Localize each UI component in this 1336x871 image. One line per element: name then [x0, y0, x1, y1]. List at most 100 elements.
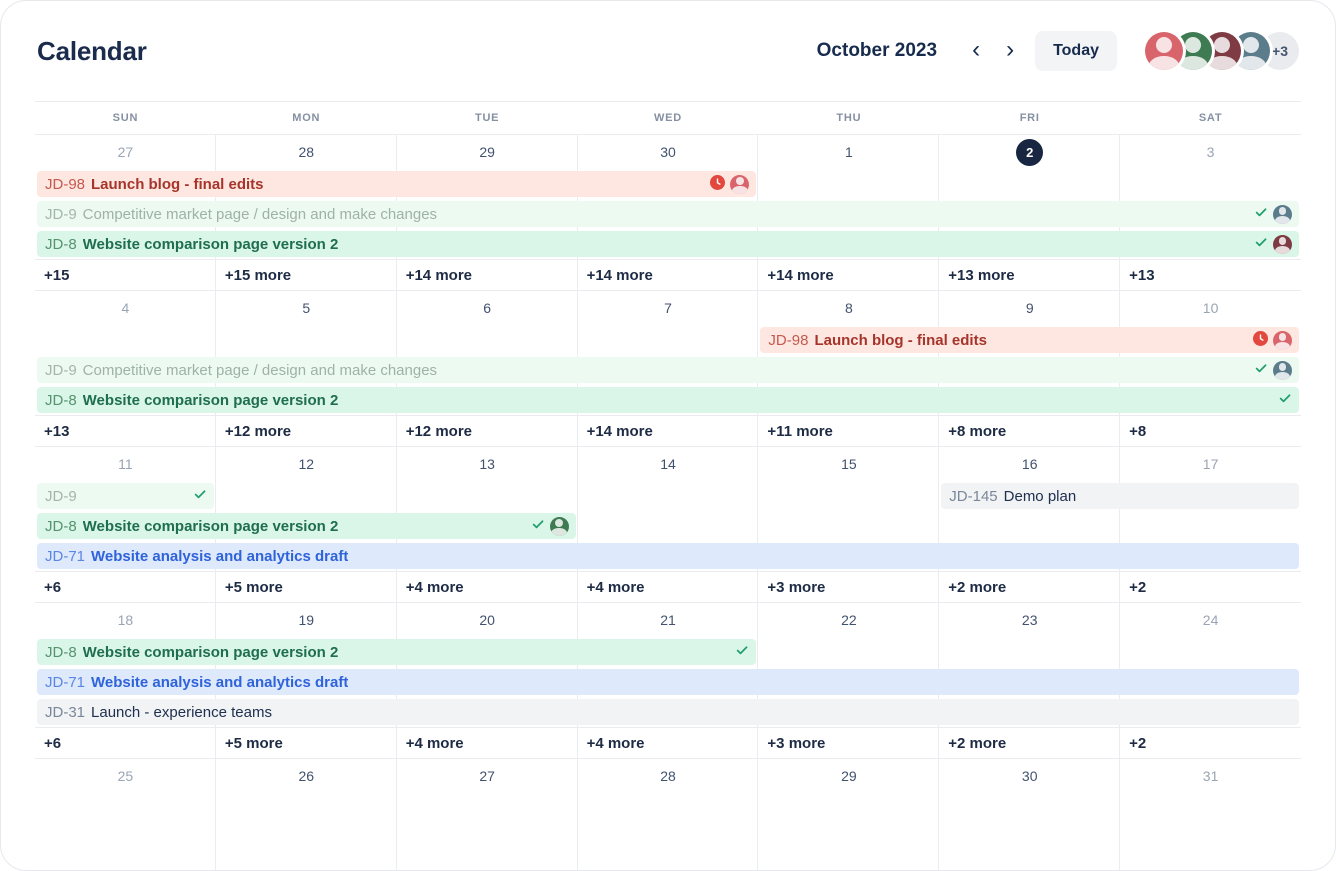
more-events-link[interactable]: +8 more	[948, 422, 1007, 440]
date-cell[interactable]: 6	[483, 300, 492, 316]
more-events-link[interactable]: +12 more	[224, 422, 292, 440]
date-cell[interactable]: 31	[1202, 768, 1219, 784]
more-events-link[interactable]: +14 more	[586, 422, 653, 440]
date-cell[interactable]: 5	[302, 300, 311, 316]
date-cell[interactable]: 26	[298, 768, 315, 784]
date-cell[interactable]: 29	[479, 144, 495, 160]
more-events-link[interactable]: +4 more	[405, 734, 464, 752]
more-events-link[interactable]: +5 more	[224, 734, 283, 752]
next-month-button[interactable]: ›	[993, 34, 1027, 68]
more-events-link[interactable]: +13	[1129, 266, 1155, 284]
more-events-link[interactable]: +4 more	[586, 578, 645, 596]
date-cell[interactable]: 24	[1202, 612, 1219, 628]
dow-label-sun: SUN	[112, 112, 139, 124]
date-cell[interactable]: 4	[121, 300, 130, 316]
prev-month-button[interactable]: ‹	[959, 34, 993, 68]
date-cell[interactable]: 13	[479, 456, 495, 472]
month-navigation: October 2023 ‹ › Today	[817, 31, 1117, 71]
date-cell[interactable]: 18	[117, 612, 134, 628]
more-events-link[interactable]: +13 more	[948, 266, 1015, 284]
more-events-link[interactable]: +4 more	[405, 578, 464, 596]
date-cell[interactable]: 28	[660, 768, 676, 784]
today-button[interactable]: Today	[1035, 31, 1117, 71]
event-bar-jd71[interactable]: JD-71 Website analysis and analytics dra…	[37, 669, 1299, 695]
event-bar-jd8[interactable]: JD-8 Website comparison page version 2	[37, 231, 1299, 257]
date-cell[interactable]: 17	[1202, 456, 1219, 472]
event-row: JD-98 Launch blog - final edits	[35, 169, 1301, 199]
more-events-link[interactable]: +2 more	[948, 734, 1007, 752]
event-bar-jd9[interactable]: JD-9 Competitive market page / design an…	[37, 357, 1299, 383]
date-cell[interactable]: 27	[117, 144, 134, 160]
more-events-link[interactable]: +4 more	[586, 734, 645, 752]
date-cell[interactable]: 21	[660, 612, 676, 628]
event-row: JD-71 Website analysis and analytics dra…	[35, 541, 1301, 571]
more-row: +15 +15 more +14 more +14 more +14 more …	[35, 259, 1301, 290]
more-events-link[interactable]: +2	[1129, 734, 1147, 752]
more-events-link[interactable]: +2	[1129, 578, 1147, 596]
event-row: JD-71 Website analysis and analytics dra…	[35, 667, 1301, 697]
dates-row: 4 5 6 7 8 9 10	[35, 291, 1301, 325]
event-bar-jd71[interactable]: JD-71 Website analysis and analytics dra…	[37, 543, 1299, 569]
date-cell[interactable]: 25	[117, 768, 134, 784]
user-avatar-2[interactable]	[1174, 32, 1212, 70]
more-events-link[interactable]: +13	[44, 422, 70, 440]
issue-key: JD-9	[45, 205, 77, 223]
date-cell[interactable]: 19	[298, 612, 315, 628]
event-row: JD-9 Competitive market page / design an…	[35, 355, 1301, 385]
event-bar-jd98[interactable]: JD-98 Launch blog - final edits	[37, 171, 757, 197]
today-indicator: 2	[1016, 138, 1044, 166]
date-cell[interactable]: 22	[841, 612, 857, 628]
more-events-link[interactable]: +2 more	[948, 578, 1007, 596]
dates-row: 27 28 29 30 1 2 3	[35, 135, 1301, 169]
dow-label-fri: FRI	[1019, 112, 1040, 124]
more-events-link[interactable]: +5 more	[224, 578, 283, 596]
date-cell[interactable]: 15	[841, 456, 857, 472]
date-cell[interactable]: 9	[1025, 300, 1034, 316]
more-events-link[interactable]: +14 more	[767, 266, 834, 284]
event-bar-jd9[interactable]: JD-9	[37, 483, 214, 509]
date-cell[interactable]: 28	[298, 144, 315, 160]
issue-summary: Website comparison page version 2	[82, 517, 339, 535]
date-cell[interactable]: 16	[1021, 456, 1038, 472]
more-events-link[interactable]: +15	[44, 266, 70, 284]
more-events-link[interactable]: +6	[44, 734, 62, 752]
issue-summary: Website analysis and analytics draft	[91, 547, 349, 565]
event-bar-jd9[interactable]: JD-9 Competitive market page / design an…	[37, 201, 1299, 227]
dow-label-wed: WED	[654, 112, 682, 124]
event-trail	[1254, 360, 1292, 380]
more-events-link[interactable]: +11 more	[767, 422, 833, 440]
event-bar-jd8[interactable]: JD-8 Website comparison page version 2	[37, 513, 576, 539]
more-events-link[interactable]: +8	[1129, 422, 1147, 440]
more-events-link[interactable]: +6	[44, 578, 62, 596]
date-cell[interactable]: 3	[1206, 144, 1215, 160]
date-cell[interactable]: 8	[844, 300, 853, 316]
dow-label-sat: SAT	[1198, 112, 1223, 124]
date-cell[interactable]: 27	[479, 768, 495, 784]
event-bar-jd8[interactable]: JD-8 Website comparison page version 2	[37, 639, 757, 665]
more-events-link[interactable]: +14 more	[405, 266, 472, 284]
date-cell[interactable]: 30	[660, 144, 676, 160]
more-events-link[interactable]: +12 more	[405, 422, 472, 440]
more-events-link[interactable]: +14 more	[586, 266, 653, 284]
date-cell[interactable]: 1	[844, 144, 853, 160]
more-events-link[interactable]: +15 more	[224, 266, 292, 284]
event-bar-jd31[interactable]: JD-31 Launch - experience teams	[37, 699, 1299, 725]
event-bar-jd145[interactable]: JD-145 Demo plan	[941, 483, 1299, 509]
event-bar-jd98[interactable]: JD-98 Launch blog - final edits	[760, 327, 1299, 353]
user-avatar-3[interactable]	[1203, 32, 1241, 70]
event-bar-jd8[interactable]: JD-8 Website comparison page version 2	[37, 387, 1299, 413]
date-cell[interactable]: 29	[841, 768, 857, 784]
more-events-link[interactable]: +3 more	[767, 578, 826, 596]
date-cell[interactable]: 14	[660, 456, 676, 472]
user-avatar-1[interactable]	[1145, 32, 1183, 70]
date-cell[interactable]: 11	[118, 456, 133, 472]
date-cell[interactable]: 7	[664, 300, 672, 316]
date-cell[interactable]: 12	[298, 456, 315, 472]
date-cell[interactable]: 10	[1202, 300, 1219, 316]
issue-summary: Website comparison page version 2	[82, 235, 339, 253]
date-cell-today[interactable]: 2	[939, 138, 1120, 166]
more-events-link[interactable]: +3 more	[767, 734, 826, 752]
date-cell[interactable]: 20	[479, 612, 495, 628]
date-cell[interactable]: 30	[1021, 768, 1038, 784]
date-cell[interactable]: 23	[1021, 612, 1038, 628]
